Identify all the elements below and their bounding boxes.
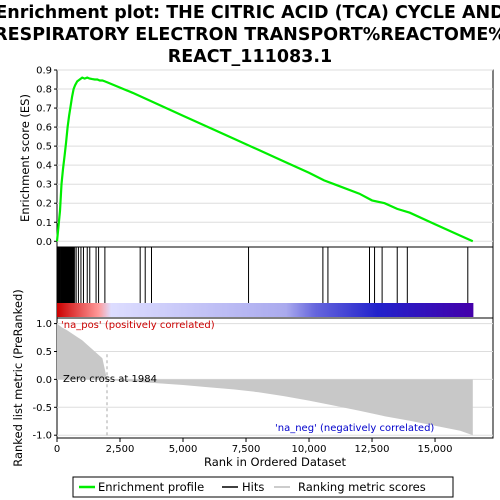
chart-title-line-2: RESPIRATORY ELECTRON TRANSPORT%REACTOME% bbox=[0, 25, 500, 45]
es-tick-label: 0.6 bbox=[36, 123, 52, 134]
es-gridlines bbox=[57, 69, 493, 242]
x-ticks: 0 2,500 5,000 7,500 10,000 12,500 15,000 bbox=[54, 438, 453, 455]
es-tick-label: 0.7 bbox=[36, 104, 52, 115]
x-tick-label: 10,000 bbox=[292, 444, 327, 455]
ranking-metric-area bbox=[57, 323, 473, 436]
es-tick-label: 0.9 bbox=[36, 66, 52, 77]
x-tick-label: 12,500 bbox=[355, 444, 390, 455]
hits-marks bbox=[57, 247, 469, 303]
legend-box bbox=[72, 476, 454, 498]
legend-metric-label: Ranking metric scores bbox=[298, 480, 426, 494]
rank-gradient-bar bbox=[57, 303, 474, 317]
es-tick-label: 0.2 bbox=[36, 199, 52, 210]
metric-tick-label: -1.0 bbox=[32, 431, 52, 442]
metric-axis-label: Ranked list metric (PreRanked) bbox=[11, 289, 25, 467]
legend-hits-label: Hits bbox=[242, 480, 264, 494]
chart-title-line-3: REACT_111083.1 bbox=[168, 47, 332, 67]
x-tick-label: 0 bbox=[54, 444, 60, 455]
es-tick-label: 0.3 bbox=[36, 180, 52, 191]
legend-enrichment-label: Enrichment profile bbox=[98, 480, 204, 494]
x-axis-label: Rank in Ordered Dataset bbox=[204, 455, 347, 469]
positive-annotation: 'na_pos' (positively correlated) bbox=[61, 320, 215, 331]
es-tick-label: 0.4 bbox=[36, 161, 52, 172]
x-tick-label: 5,000 bbox=[169, 444, 198, 455]
metric-y-ticks: 1.0 0.5 0.0 -0.5 -1.0 bbox=[32, 319, 57, 442]
zero-cross-annotation: Zero cross at 1984 bbox=[63, 374, 157, 385]
metric-tick-label: 0.0 bbox=[36, 375, 52, 386]
enrichment-profile-line bbox=[55, 76, 474, 243]
es-tick-label: 0.1 bbox=[36, 218, 52, 229]
metric-tick-label: 0.5 bbox=[36, 347, 52, 358]
gradient-fill bbox=[57, 303, 474, 317]
x-tick-label: 2,500 bbox=[106, 444, 135, 455]
es-tick-label: 0.0 bbox=[36, 237, 52, 248]
negative-annotation: 'na_neg' (negatively correlated) bbox=[275, 423, 434, 434]
es-tick-label: 0.5 bbox=[36, 142, 52, 153]
x-tick-label: 7,500 bbox=[232, 444, 261, 455]
chart-title-line-1: Enrichment plot: THE CITRIC ACID (TCA) C… bbox=[0, 3, 500, 23]
x-tick-label: 15,000 bbox=[418, 444, 453, 455]
es-y-ticks: 0.0 0.1 0.2 0.3 0.4 0.5 0.6 0.7 0.8 0.9 bbox=[36, 66, 57, 248]
es-tick-label: 0.8 bbox=[36, 85, 52, 96]
metric-tick-label: 1.0 bbox=[36, 319, 52, 330]
metric-tick-label: -0.5 bbox=[32, 403, 52, 414]
es-axis-label: Enrichment score (ES) bbox=[18, 94, 32, 222]
